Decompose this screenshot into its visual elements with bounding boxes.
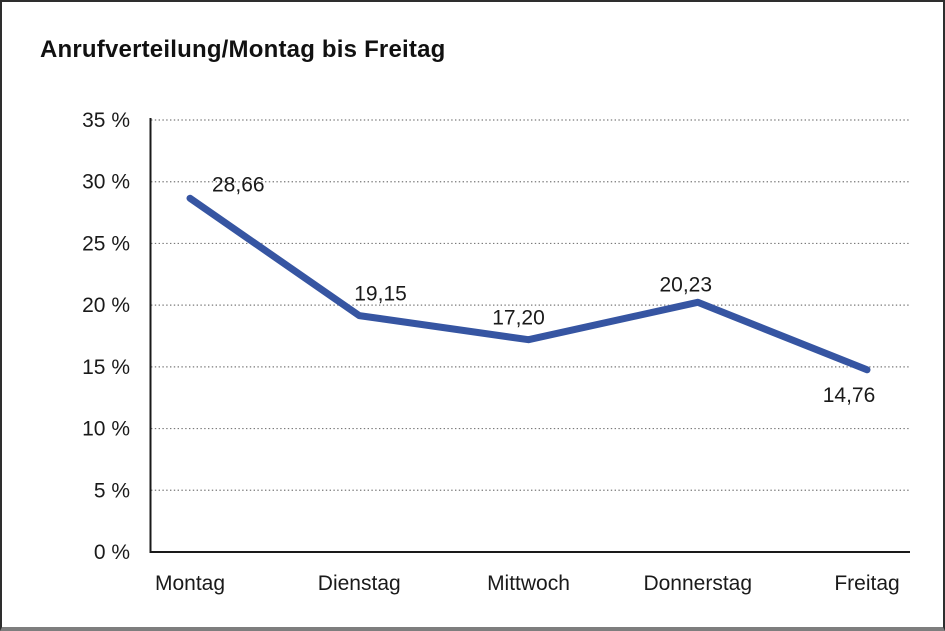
x-category-label: Montag xyxy=(155,572,225,595)
data-point-label: 14,76 xyxy=(823,384,876,407)
x-category-label: Mittwoch xyxy=(487,572,570,595)
data-point-label: 28,66 xyxy=(212,173,265,196)
data-point-label: 20,23 xyxy=(659,273,712,296)
data-point-label: 17,20 xyxy=(492,307,545,330)
y-tick-label: 15 % xyxy=(82,356,130,379)
x-category-label: Donnerstag xyxy=(643,572,752,595)
chart-title: Anrufverteilung/Montag bis Freitag xyxy=(40,36,446,63)
series-line xyxy=(186,194,871,374)
y-tick-label: 30 % xyxy=(82,171,130,194)
y-tick-label: 20 % xyxy=(82,294,130,317)
data-point-label: 19,15 xyxy=(354,283,407,306)
y-tick-label: 25 % xyxy=(82,232,130,255)
y-tick-label: 35 % xyxy=(82,109,130,132)
y-tick-label: 5 % xyxy=(94,479,130,502)
x-category-label: Dienstag xyxy=(318,572,401,595)
x-category-label: Freitag xyxy=(834,572,899,595)
y-tick-label: 10 % xyxy=(82,418,130,441)
y-tick-label: 0 % xyxy=(94,541,130,564)
